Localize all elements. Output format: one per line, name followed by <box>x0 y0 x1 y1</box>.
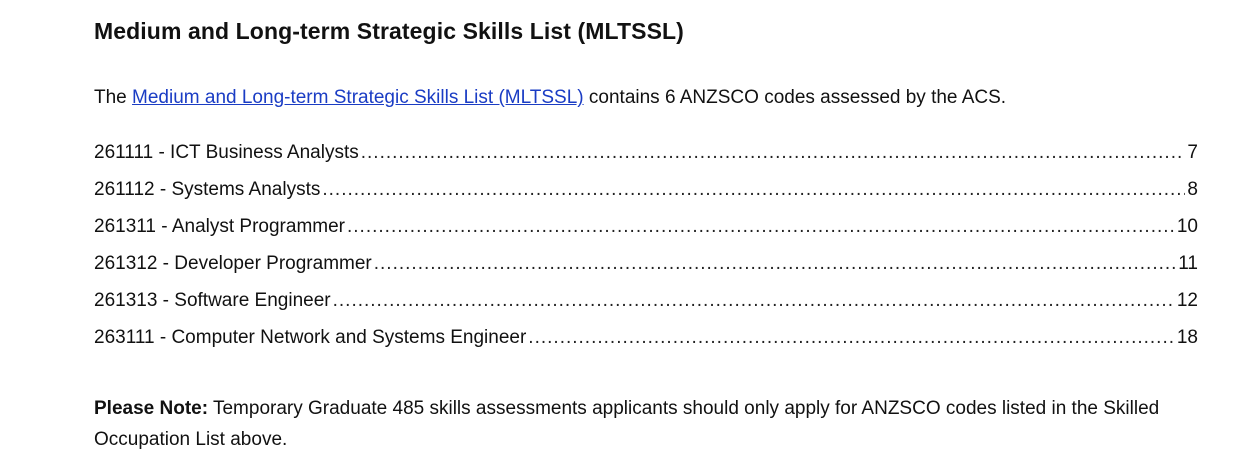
toc-page-number: 8 <box>1187 179 1198 200</box>
toc-page-number: 10 <box>1176 216 1198 237</box>
toc-dot-leader <box>333 290 1175 312</box>
toc-entry[interactable]: 261312 - Developer Programmer 11 <box>94 253 1198 290</box>
intro-suffix: contains 6 ANZSCO codes assessed by the … <box>583 87 1007 108</box>
toc-entry[interactable]: 261112 - Systems Analysts 8 <box>94 179 1198 216</box>
mltssl-link[interactable]: Medium and Long-term Strategic Skills Li… <box>132 87 584 108</box>
toc-entry[interactable]: 261313 - Software Engineer 12 <box>94 290 1198 327</box>
page-title: Medium and Long-term Strategic Skills Li… <box>94 18 684 44</box>
toc-page-number: 18 <box>1176 327 1198 348</box>
toc-entry-label: 263111 - Computer Network and Systems En… <box>94 327 527 348</box>
intro-prefix: The <box>94 87 133 108</box>
toc-dot-leader <box>361 142 1186 164</box>
toc-page-number: 11 <box>1178 253 1198 274</box>
toc-dot-leader <box>528 327 1175 349</box>
toc-dot-leader <box>347 216 1175 238</box>
toc-entry-label: 261112 - Systems Analysts <box>94 179 321 200</box>
toc-dot-leader <box>374 253 1177 275</box>
toc-page-number: 12 <box>1176 290 1198 311</box>
table-of-contents: 261111 - ICT Business Analysts 7 261112 … <box>94 142 1198 364</box>
toc-entry-label: 261111 - ICT Business Analysts <box>94 142 359 163</box>
toc-page-number: 7 <box>1187 142 1198 163</box>
toc-entry[interactable]: 261311 - Analyst Programmer 10 <box>94 216 1198 253</box>
toc-entry[interactable]: 261111 - ICT Business Analysts 7 <box>94 142 1198 179</box>
toc-entry-label: 261313 - Software Engineer <box>94 290 331 311</box>
note-label: Please Note: <box>94 398 209 419</box>
toc-entry-label: 261311 - Analyst Programmer <box>94 216 345 237</box>
intro-paragraph: The Medium and Long-term Strategic Skill… <box>94 87 1006 109</box>
toc-dot-leader <box>322 179 1185 201</box>
toc-entry[interactable]: 263111 - Computer Network and Systems En… <box>94 327 1198 364</box>
toc-entry-label: 261312 - Developer Programmer <box>94 253 372 274</box>
note-text: Temporary Graduate 485 skills assessment… <box>94 398 1160 450</box>
please-note-paragraph: Please Note: Temporary Graduate 485 skil… <box>94 393 1204 455</box>
